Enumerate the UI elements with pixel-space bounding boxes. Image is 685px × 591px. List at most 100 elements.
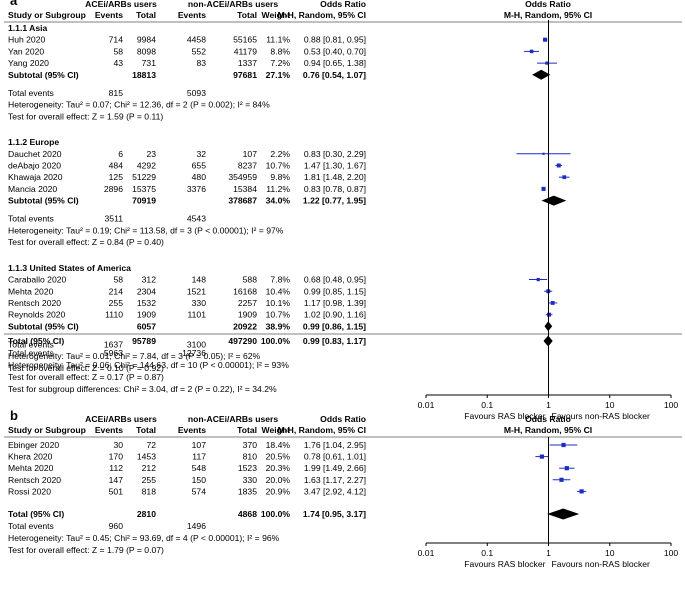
study-row-total1: 8098	[137, 46, 156, 56]
study-row-point	[529, 49, 534, 54]
subtotal-row-ci: 0.76 [0.54, 1.07]	[303, 70, 366, 80]
study-row-point	[559, 477, 564, 482]
total-row-weight: 100.0%	[261, 509, 291, 519]
subtotal-row-label: Subtotal (95% CI)	[8, 321, 79, 331]
study-row-ci: 1.17 [0.98, 1.39]	[304, 298, 366, 308]
study-row-name: deAbajo 2020	[8, 160, 61, 170]
study-row-total1: 2304	[137, 286, 156, 296]
subtotal-row-total1: 6057	[137, 321, 156, 331]
study-row-total2: 1523	[238, 463, 257, 473]
study-row-events1: 147	[109, 475, 124, 485]
subtotal-row-weight: 27.1%	[266, 70, 291, 80]
study-row-total1: 1453	[137, 452, 156, 462]
subgroup-events-events2: 4543	[187, 214, 206, 224]
or-plot-header: Odds Ratio	[525, 414, 571, 424]
overall-effect-text: Test for overall effect: Z = 0.10 (P = 0…	[8, 363, 164, 373]
x-tick-label: 10	[605, 548, 615, 558]
events1-header: Events	[95, 425, 123, 435]
study-row-point	[542, 152, 545, 155]
study-row-weight: 11.1%	[266, 35, 290, 45]
study-row-total1: 51229	[132, 172, 156, 182]
total-events-events1: 5963	[104, 348, 123, 358]
study-row-weight: 2.2%	[270, 149, 290, 159]
total-row-ci: 1.74 [0.95, 3.17]	[303, 509, 366, 519]
group2-header: non-ACEi/ARBs users	[188, 0, 278, 9]
study-row-events1: 43	[113, 58, 123, 68]
method-header: M-H, Random, 95% CI	[278, 10, 366, 20]
study-row-events2: 1101	[188, 310, 207, 320]
study-row-events1: 214	[109, 286, 124, 296]
study-row-point	[550, 301, 555, 305]
study-row-total1: 9984	[137, 35, 156, 45]
study-row-point	[536, 277, 540, 282]
total-row-total2: 4868	[238, 509, 257, 519]
study-row-events1: 30	[113, 440, 123, 450]
subgroup-events-label: Total events	[8, 214, 54, 224]
total-row-total1: 95789	[132, 336, 156, 346]
study-row-events2: 150	[192, 475, 207, 485]
subtotal-row-diamond	[532, 69, 551, 80]
subtotal-row-weight: 34.0%	[266, 196, 291, 206]
footer-text: Test for subgroup differences: Chi² = 3.…	[8, 384, 277, 394]
study-row-ci: 0.94 [0.65, 1.38]	[304, 58, 366, 68]
study-row-events1: 2896	[104, 184, 123, 194]
study-row-point	[547, 312, 552, 317]
study-row-total1: 1909	[137, 310, 156, 320]
method-header: M-H, Random, 95% CI	[278, 425, 366, 435]
study-row-total2: 370	[243, 440, 258, 450]
study-row-events1: 58	[113, 275, 123, 285]
study-row-weight: 20.3%	[266, 463, 291, 473]
study-row-point	[556, 163, 561, 168]
study-row-ci: 0.53 [0.40, 0.70]	[304, 46, 366, 56]
study-row-weight: 9.8%	[270, 172, 290, 182]
study-row-total1: 312	[142, 275, 157, 285]
footer-text: Test for overall effect: Z = 0.17 (P = 0…	[8, 372, 164, 382]
total-row-diamond	[547, 508, 580, 520]
study-row-name: Khera 2020	[8, 452, 53, 462]
study-row-name: Mehta 2020	[8, 286, 54, 296]
study-row-ci: 1.02 [0.90, 1.16]	[304, 310, 366, 320]
total-events-events1: 960	[109, 521, 124, 531]
favours-right-label: Favours non-RAS blocker	[552, 559, 651, 569]
or-header: Odds Ratio	[320, 0, 366, 9]
study-row-events2: 32	[196, 149, 206, 159]
events2-header: Events	[178, 10, 206, 20]
study-row-weight: 7.8%	[270, 275, 290, 285]
study-row-name: Mehta 2020	[8, 463, 54, 473]
study-row-events1: 255	[109, 298, 124, 308]
study-row-weight: 20.9%	[266, 486, 291, 496]
study-row-name: Dauchet 2020	[8, 149, 62, 159]
study-row-weight: 10.4%	[266, 286, 291, 296]
method-plot-header: M-H, Random, 95% CI	[504, 425, 592, 435]
study-row-total2: 1835	[238, 486, 257, 496]
study-row-total1: 1532	[137, 298, 156, 308]
study-row-ci: 0.88 [0.81, 0.95]	[304, 35, 366, 45]
study-row-events1: 112	[109, 463, 123, 473]
study-row-weight: 11.2%	[266, 184, 290, 194]
footer-text: Heterogeneity: Tau² = 0.06; Chi² = 144.6…	[8, 360, 289, 370]
study-row-point	[539, 454, 544, 459]
study-row-total2: 1909	[238, 310, 257, 320]
study-row-point	[541, 186, 546, 191]
study-row-events1: 714	[109, 35, 124, 45]
heterogeneity-text: Heterogeneity: Tau² = 0.07; Chi² = 12.36…	[8, 100, 270, 110]
weight-header: Weight	[262, 425, 291, 435]
study-row-point	[579, 489, 584, 494]
study-row-events2: 1521	[187, 286, 206, 296]
subgroup-events-events2: 3100	[187, 339, 206, 349]
study-row-weight: 20.5%	[266, 452, 291, 462]
study-row-weight: 20.0%	[266, 475, 291, 485]
subtotal-row-total1: 18813	[132, 70, 156, 80]
study-row-total2: 354959	[228, 172, 257, 182]
study-row-events2: 83	[196, 58, 206, 68]
study-row-point	[543, 37, 548, 42]
study-row-weight: 8.8%	[270, 46, 290, 56]
overall-effect-text: Test for overall effect: Z = 1.59 (P = 0…	[8, 111, 163, 121]
study-column-header: Study or Subgroup	[8, 425, 86, 435]
study-row-total2: 16168	[233, 286, 257, 296]
heterogeneity-text: Heterogeneity: Tau² = 0.01; Chi² = 7.84,…	[8, 351, 261, 361]
study-row-point	[564, 466, 569, 471]
study-row-total2: 330	[243, 475, 258, 485]
study-row-ci: 1.81 [1.48, 2.20]	[304, 172, 366, 182]
